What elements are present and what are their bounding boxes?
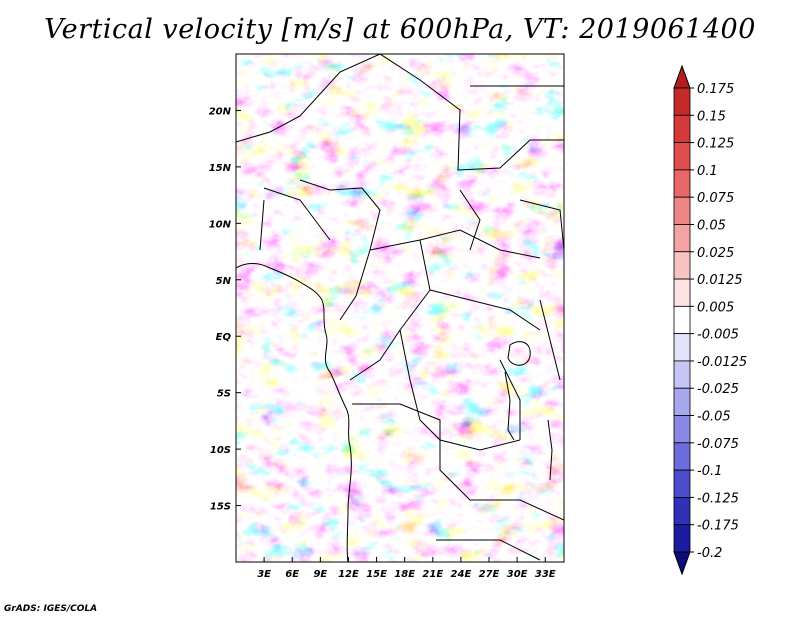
colorbar: 0.175 0.15 0.125 0.1 0.075 0.05 0.025 0.0125 0.0… bbox=[673, 64, 747, 576]
colorbar-bottom-arrow bbox=[673, 551, 691, 576]
colorbar-label: 0.1 bbox=[697, 164, 718, 179]
colorbar-swatch bbox=[673, 169, 691, 198]
colorbar-label: 0.0125 bbox=[697, 273, 743, 288]
colorbar-label: -0.2 bbox=[697, 546, 722, 561]
colorbar-label: -0.075 bbox=[697, 437, 739, 452]
lon-tick-label: 24E bbox=[451, 569, 472, 580]
colorbar-swatch bbox=[673, 524, 691, 553]
lat-tick-label: 10S bbox=[210, 445, 231, 456]
lat-tick-label: 20N bbox=[209, 106, 232, 117]
colorbar-label: 0.125 bbox=[697, 137, 734, 152]
colorbar-top-arrow bbox=[673, 64, 691, 89]
colorbar-swatch bbox=[673, 442, 691, 471]
colorbar-swatch bbox=[673, 196, 691, 225]
velocity-field bbox=[236, 54, 564, 562]
colorbar-swatch bbox=[673, 251, 691, 280]
lat-tick-label: 5N bbox=[216, 276, 232, 287]
colorbar-label: -0.05 bbox=[697, 410, 731, 425]
country-borders bbox=[236, 54, 564, 561]
lon-tick-label: 21E bbox=[422, 569, 443, 580]
colorbar-label: -0.025 bbox=[697, 382, 739, 397]
map-plot-area: 3E 6E 9E 12E 15E 18E 21E 24E 27E 30E 33E 20N 15N 10N… bbox=[209, 53, 565, 580]
colorbar-label: -0.005 bbox=[697, 328, 739, 343]
colorbar-swatch bbox=[673, 415, 691, 444]
lat-tick-label: 10N bbox=[209, 219, 232, 230]
latitude-axis: 20N 15N 10N 5N EQ 5S 10S 15S bbox=[209, 106, 241, 513]
credit-label: GrADS: IGES/COLA bbox=[4, 604, 98, 614]
lon-tick-label: 12E bbox=[338, 569, 359, 580]
colorbar-swatch bbox=[673, 224, 691, 253]
colorbar-label: -0.175 bbox=[697, 519, 739, 534]
colorbar-label: -0.0125 bbox=[697, 355, 747, 370]
lake-tanganyika bbox=[504, 371, 515, 441]
colorbar-swatch bbox=[673, 333, 691, 362]
colorbar-swatch bbox=[673, 387, 691, 416]
colorbar-label: 0.005 bbox=[697, 300, 734, 315]
lat-tick-label: 15N bbox=[209, 163, 232, 174]
colorbar-label: 0.175 bbox=[697, 82, 734, 97]
colorbar-label: 0.15 bbox=[697, 109, 726, 124]
colorbar-label: 0.05 bbox=[697, 218, 726, 233]
colorbar-label: -0.1 bbox=[697, 464, 722, 479]
colorbar-swatch bbox=[673, 142, 691, 171]
colorbar-swatch bbox=[673, 469, 691, 498]
colorbar-swatch bbox=[673, 497, 691, 526]
colorbar-label: 0.075 bbox=[697, 191, 734, 206]
lon-tick-label: 18E bbox=[394, 569, 415, 580]
coastline-west-africa bbox=[236, 263, 352, 562]
lon-tick-label: 15E bbox=[366, 569, 387, 580]
lon-tick-label: 27E bbox=[479, 569, 500, 580]
colorbar-label: 0.025 bbox=[697, 246, 734, 261]
lon-tick-label: 9E bbox=[313, 569, 327, 580]
colorbar-swatch bbox=[673, 114, 691, 143]
lat-tick-label: 15S bbox=[210, 502, 231, 513]
colorbar-swatch bbox=[673, 87, 691, 116]
lake-malawi bbox=[547, 419, 553, 481]
lon-tick-label: 30E bbox=[507, 569, 528, 580]
lon-tick-label: 3E bbox=[257, 569, 271, 580]
chart-title: Vertical velocity [m/s] at 600hPa, VT: 2… bbox=[44, 14, 756, 45]
colorbar-label: -0.125 bbox=[697, 491, 739, 506]
lat-tick-label: 5S bbox=[217, 389, 231, 400]
map-frame bbox=[235, 53, 565, 563]
colorbar-swatch bbox=[673, 278, 691, 307]
lon-tick-label: 33E bbox=[535, 569, 556, 580]
lake-victoria bbox=[507, 341, 531, 366]
colorbar-swatch bbox=[673, 305, 691, 335]
longitude-axis: 3E 6E 9E 12E 15E 18E 21E 24E 27E 30E 33E bbox=[257, 557, 556, 580]
lat-tick-label: EQ bbox=[216, 332, 232, 343]
lon-tick-label: 6E bbox=[285, 569, 299, 580]
colorbar-swatch bbox=[673, 360, 691, 389]
